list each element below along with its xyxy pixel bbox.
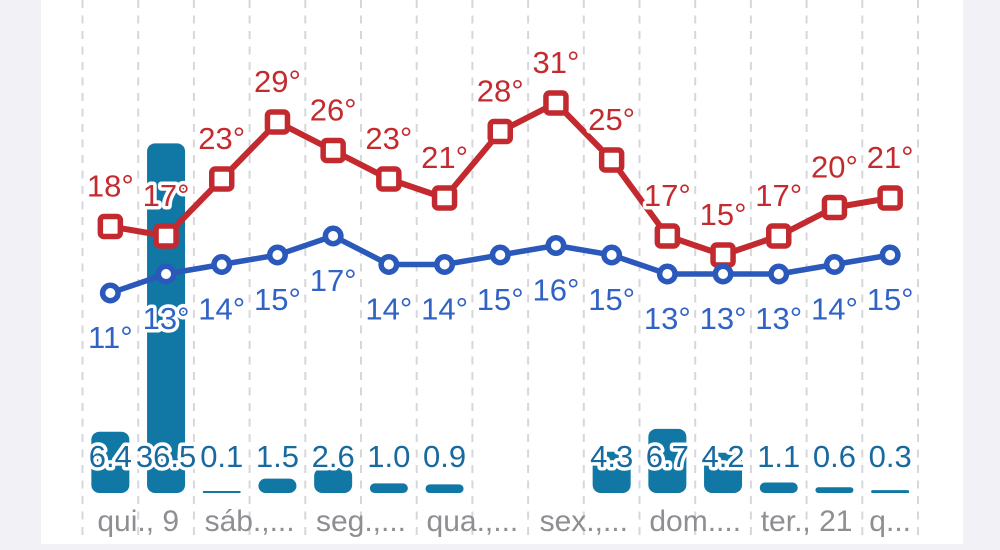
high-temp-marker bbox=[320, 137, 346, 164]
low-temp-label: 17° bbox=[310, 263, 357, 298]
precip-value-label: 0.9 bbox=[423, 439, 466, 474]
high-temp-label: 31° bbox=[533, 45, 580, 80]
day-axis-label[interactable]: ter., 21 bbox=[761, 505, 853, 538]
precip-value-label: 0.3 bbox=[869, 439, 912, 474]
precip-value-label: 0.6 bbox=[813, 439, 856, 474]
precip-value-label: 36.5 bbox=[136, 439, 196, 474]
high-temp-label: 26° bbox=[310, 93, 357, 128]
high-temp-label: 28° bbox=[477, 74, 524, 109]
precip-bar bbox=[425, 484, 464, 493]
low-temp-marker bbox=[879, 244, 901, 266]
low-temp-label: 16° bbox=[533, 273, 580, 308]
high-temp-marker bbox=[209, 166, 235, 192]
low-temp-label: 14° bbox=[811, 292, 858, 327]
low-temp-label: 15° bbox=[867, 282, 914, 317]
precip-bar bbox=[759, 482, 798, 493]
page-edge-right bbox=[963, 0, 1000, 550]
low-temp-marker bbox=[601, 244, 623, 266]
low-temp-label: 13° bbox=[143, 301, 190, 336]
day-axis-label[interactable]: qui., 9 bbox=[97, 505, 179, 538]
high-temp-label: 18° bbox=[87, 169, 134, 204]
low-temp-marker bbox=[155, 263, 177, 285]
precip-bar bbox=[871, 490, 910, 493]
high-temp-marker bbox=[376, 166, 402, 192]
high-temp-marker bbox=[264, 109, 291, 135]
high-temp-label: 15° bbox=[700, 197, 747, 232]
page-edge-bottom bbox=[0, 544, 1000, 550]
high-temp-marker bbox=[766, 223, 792, 249]
low-temp-marker bbox=[322, 225, 344, 247]
precip-bar bbox=[258, 478, 297, 493]
precip-bar bbox=[592, 451, 631, 493]
low-temp-marker bbox=[434, 254, 456, 275]
precip-value-label: 6.4 bbox=[89, 439, 132, 474]
precip-bar bbox=[202, 491, 241, 493]
high-temp-label: 25° bbox=[588, 102, 635, 137]
high-temp-label: 17° bbox=[644, 178, 691, 213]
low-temp-label: 13° bbox=[755, 301, 802, 336]
low-temp-label: 13° bbox=[644, 301, 691, 336]
high-temp-marker bbox=[654, 223, 681, 249]
low-temp-label: 14° bbox=[421, 292, 468, 327]
high-temp-marker bbox=[821, 194, 848, 221]
precip-value-label: 1.5 bbox=[256, 439, 299, 474]
precip-value-label: 1.1 bbox=[757, 439, 800, 474]
precip-value-label: 0.1 bbox=[200, 439, 243, 474]
low-temp-marker bbox=[266, 244, 288, 266]
low-temp-marker bbox=[656, 263, 678, 285]
high-temp-label: 29° bbox=[254, 64, 301, 99]
low-temp-label: 14° bbox=[198, 292, 245, 327]
high-temp-marker bbox=[543, 90, 569, 116]
day-axis-label[interactable]: q... bbox=[869, 505, 911, 538]
low-temp-marker bbox=[712, 263, 734, 285]
precip-bar bbox=[314, 468, 353, 493]
high-temp-marker bbox=[97, 213, 124, 240]
low-temp-marker bbox=[99, 282, 121, 304]
low-temp-marker bbox=[378, 254, 400, 275]
low-temp-label: 15° bbox=[588, 282, 635, 317]
low-temp-marker bbox=[211, 254, 233, 275]
low-temp-marker bbox=[768, 263, 790, 285]
high-temp-marker bbox=[487, 118, 513, 145]
precip-value-label: 1.0 bbox=[367, 439, 410, 474]
high-temp-label: 21° bbox=[867, 140, 914, 175]
day-axis-label[interactable]: seg.,... bbox=[316, 505, 406, 538]
low-temp-marker bbox=[823, 254, 845, 275]
low-temp-label: 15° bbox=[477, 282, 524, 317]
low-temp-label: 14° bbox=[365, 292, 412, 327]
precip-bar bbox=[369, 483, 408, 493]
high-temp-label: 21° bbox=[421, 140, 468, 175]
precip-value-label: 2.6 bbox=[312, 439, 355, 474]
precip-value-label: 4.2 bbox=[701, 439, 744, 474]
day-axis-label[interactable]: sex.,... bbox=[540, 505, 628, 538]
precip-value-label: 6.7 bbox=[646, 439, 689, 474]
precip-bar bbox=[704, 452, 743, 493]
precip-bar bbox=[815, 487, 854, 493]
precip-bar bbox=[91, 431, 130, 493]
high-temp-label: 17° bbox=[755, 178, 802, 213]
low-temp-label: 13° bbox=[700, 301, 747, 336]
page-edge-left bbox=[0, 0, 41, 550]
low-temp-label: 11° bbox=[88, 320, 133, 355]
high-temp-label: 20° bbox=[811, 150, 858, 185]
high-temp-marker bbox=[153, 223, 179, 249]
high-temp-label: 23° bbox=[198, 121, 245, 156]
day-axis-label[interactable]: sáb.,... bbox=[205, 505, 295, 538]
high-temp-label: 23° bbox=[365, 121, 412, 156]
precip-bar bbox=[648, 428, 687, 493]
low-temp-label: 15° bbox=[254, 282, 301, 317]
low-temp-marker bbox=[489, 244, 511, 266]
precip-value-label: 4.3 bbox=[590, 439, 633, 474]
day-axis-label[interactable]: qua.,... bbox=[427, 505, 519, 538]
high-temp-marker bbox=[710, 242, 736, 268]
high-temp-marker bbox=[877, 185, 903, 211]
high-temp-marker bbox=[598, 147, 625, 173]
low-temp-marker bbox=[545, 235, 567, 256]
high-temp-marker bbox=[431, 185, 458, 211]
day-axis-label[interactable]: dom.... bbox=[649, 505, 741, 538]
high-temp-label: 17° bbox=[143, 178, 190, 213]
